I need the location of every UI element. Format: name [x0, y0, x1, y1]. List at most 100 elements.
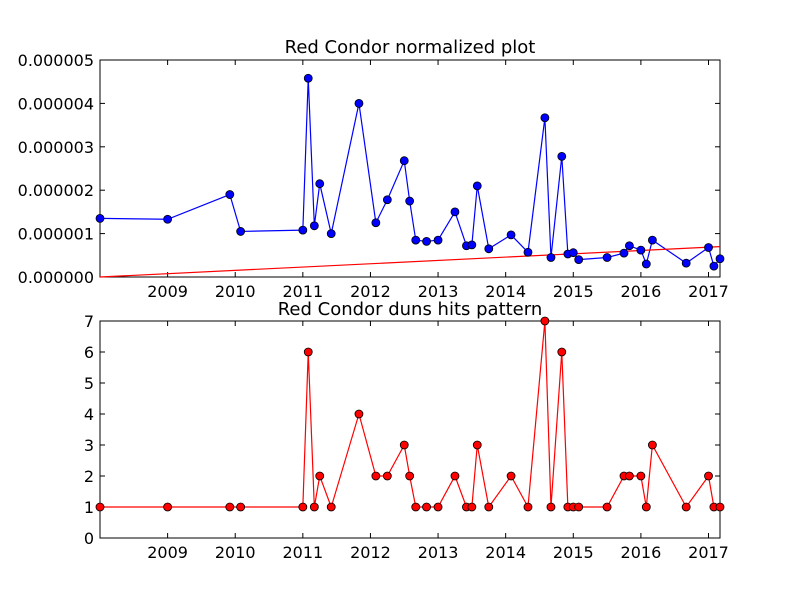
normalized-plot-data-point	[372, 219, 380, 227]
hits-pattern-data-point	[299, 503, 307, 511]
normalized-plot-data-point	[316, 180, 324, 188]
hits-pattern-data-point	[310, 503, 318, 511]
normalized-plot-data-point	[310, 222, 318, 230]
normalized-plot-data-point	[705, 243, 713, 251]
normalized-plot-x-tick-label: 2009	[147, 282, 188, 301]
normalized-plot-x-tick-label: 2010	[215, 282, 256, 301]
normalized-plot-data-point	[299, 226, 307, 234]
hits-pattern-data-point	[451, 472, 459, 480]
normalized-plot-data-point	[547, 253, 555, 261]
hits-pattern-data-point	[705, 472, 713, 480]
hits-pattern-data-point	[716, 503, 724, 511]
normalized-plot-y-tick-label: 0.000002	[18, 181, 94, 200]
normalized-plot-data-point	[710, 262, 718, 270]
hits-pattern-data-point	[558, 348, 566, 356]
hits-pattern-data-point	[423, 503, 431, 511]
hits-pattern-data-point	[468, 503, 476, 511]
normalized-plot-data-point	[558, 152, 566, 160]
normalized-plot-data-point	[575, 256, 583, 264]
hits-pattern-data-point	[547, 503, 555, 511]
hits-pattern-x-tick-label: 2012	[350, 543, 391, 562]
hits-pattern-data-point	[316, 472, 324, 480]
hits-pattern-y-tick-label: 1	[84, 498, 94, 517]
normalized-plot-data-point	[625, 242, 633, 250]
normalized-plot-data-point	[541, 114, 549, 122]
normalized-plot-data-point	[507, 231, 515, 239]
hits-pattern-y-tick-label: 3	[84, 436, 94, 455]
hits-pattern-y-tick-label: 7	[84, 312, 94, 331]
normalized-plot-data-point	[304, 74, 312, 82]
normalized-plot-data-point	[412, 236, 420, 244]
hits-pattern-x-tick-label: 2011	[282, 543, 323, 562]
normalized-plot-data-point	[620, 249, 628, 257]
hits-pattern-x-tick-label: 2009	[147, 543, 188, 562]
hits-pattern-x-tick-label: 2010	[215, 543, 256, 562]
normalized-plot-data-point	[468, 241, 476, 249]
hits-pattern-data-point	[406, 472, 414, 480]
hits-pattern-data-point	[642, 503, 650, 511]
hits-pattern-data-point	[473, 441, 481, 449]
hits-pattern-x-tick-label: 2017	[688, 543, 729, 562]
hits-pattern-data-point	[434, 503, 442, 511]
normalized-plot-data-point	[355, 99, 363, 107]
normalized-plot-data-point	[603, 253, 611, 261]
hits-pattern-data-point	[355, 410, 363, 418]
normalized-plot-data-point	[400, 157, 408, 165]
hits-pattern-data-point	[164, 503, 172, 511]
hits-pattern-data-point	[372, 472, 380, 480]
hits-pattern-y-tick-label: 4	[84, 405, 94, 424]
hits-pattern-x-tick-label: 2014	[485, 543, 526, 562]
hits-pattern-data-point	[575, 503, 583, 511]
normalized-plot-data-point	[473, 182, 481, 190]
hits-pattern-data-point	[383, 472, 391, 480]
normalized-plot-data-point	[642, 260, 650, 268]
normalized-plot-y-tick-label: 0.000001	[18, 225, 94, 244]
normalized-plot-data-point	[226, 191, 234, 199]
normalized-plot-x-tick-label: 2016	[621, 282, 662, 301]
hits-pattern-data-point	[400, 441, 408, 449]
normalized-plot-data-point	[648, 236, 656, 244]
hits-pattern-data-point	[524, 503, 532, 511]
hits-pattern-data-point	[304, 348, 312, 356]
normalized-plot-y-tick-label: 0.000005	[18, 51, 94, 70]
normalized-plot-data-point	[637, 246, 645, 254]
normalized-plot-data-point	[423, 237, 431, 245]
hits-pattern-data-point	[485, 503, 493, 511]
hits-pattern-data-point	[226, 503, 234, 511]
normalized-plot-x-tick-label: 2015	[553, 282, 594, 301]
hits-pattern-data-point	[541, 317, 549, 325]
hits-pattern-data-point	[237, 503, 245, 511]
normalized-plot-data-point	[451, 208, 459, 216]
hits-pattern-data-point	[603, 503, 611, 511]
hits-pattern-data-point	[625, 472, 633, 480]
hits-pattern-data-point	[412, 503, 420, 511]
normalized-plot-data-point	[96, 214, 104, 222]
normalized-plot-data-point	[569, 249, 577, 257]
hits-pattern-y-tick-label: 0	[84, 529, 94, 548]
hits-pattern-x-tick-label: 2013	[418, 543, 459, 562]
normalized-plot-y-tick-label: 0.000004	[18, 94, 94, 113]
hits-pattern-x-tick-label: 2015	[553, 543, 594, 562]
normalized-plot-x-tick-label: 2017	[688, 282, 729, 301]
normalized-plot-y-tick-label: 0.000000	[18, 268, 94, 287]
normalized-plot-data-point	[327, 230, 335, 238]
normalized-plot-data-point	[237, 227, 245, 235]
normalized-plot-data-point	[524, 248, 532, 256]
normalized-plot-data-point	[406, 197, 414, 205]
hits-pattern-data-point	[648, 441, 656, 449]
hits-pattern-data-point	[682, 503, 690, 511]
normalized-plot-data-point	[716, 255, 724, 263]
hits-pattern-data-point	[327, 503, 335, 511]
hits-pattern-y-tick-label: 5	[84, 374, 94, 393]
normalized-plot-title: Red Condor normalized plot	[285, 37, 536, 58]
hits-pattern-y-tick-label: 6	[84, 343, 94, 362]
hits-pattern-title: Red Condor duns hits pattern	[278, 299, 543, 320]
hits-pattern-data-point	[96, 503, 104, 511]
normalized-plot-data-point	[485, 245, 493, 253]
hits-pattern-x-tick-label: 2016	[621, 543, 662, 562]
hits-pattern-data-point	[637, 472, 645, 480]
normalized-plot-data-point	[383, 196, 391, 204]
normalized-plot-data-point	[434, 236, 442, 244]
normalized-plot-data-point	[682, 259, 690, 267]
